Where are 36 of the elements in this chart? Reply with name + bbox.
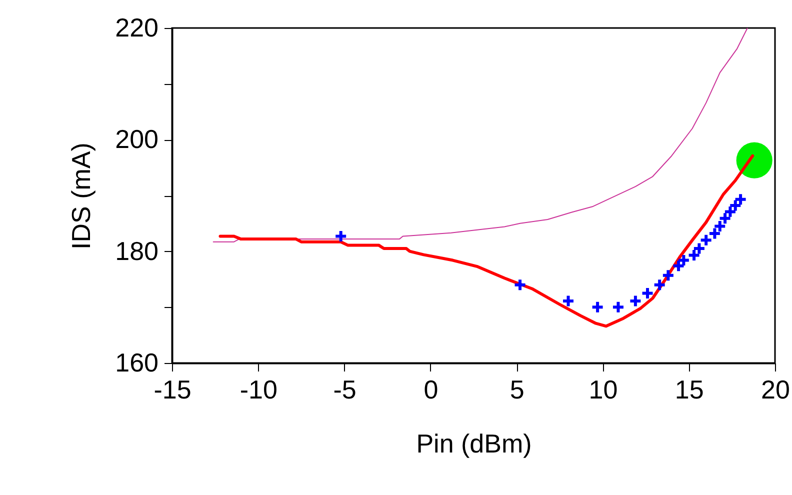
y-tick-label: 200 — [115, 124, 158, 154]
x-tick-label: -5 — [333, 374, 356, 404]
point — [562, 294, 575, 308]
point — [334, 230, 348, 243]
point — [728, 198, 742, 212]
point — [708, 226, 722, 240]
y-axis-title: IDS (mA) — [66, 142, 96, 250]
point — [699, 233, 713, 247]
point — [590, 300, 604, 314]
x-tick-label: 20 — [761, 374, 790, 404]
y-tick-label: 160 — [115, 348, 158, 378]
line-series — [212, 28, 748, 242]
point — [734, 192, 748, 206]
x-tick-label: 15 — [674, 374, 704, 404]
point — [672, 259, 686, 273]
x-tick-label: 5 — [510, 374, 524, 404]
point — [687, 248, 701, 262]
x-axis-title: Pin (dBm) — [416, 428, 532, 458]
point — [661, 268, 675, 282]
x-tick-label: -15 — [154, 374, 192, 404]
point — [736, 142, 772, 178]
x-tick-label: -10 — [240, 374, 278, 404]
point — [628, 294, 642, 308]
x-tick-label: 10 — [588, 374, 618, 404]
x-tick-label: 0 — [424, 374, 438, 404]
point — [718, 212, 732, 226]
point — [640, 286, 654, 300]
y-tick-label: 220 — [115, 12, 158, 42]
point — [692, 242, 706, 256]
y-tick-label: 180 — [115, 236, 158, 266]
point — [723, 204, 737, 218]
point — [652, 278, 666, 292]
point — [676, 254, 690, 268]
point — [513, 278, 527, 292]
point — [713, 219, 727, 233]
point — [611, 300, 625, 314]
